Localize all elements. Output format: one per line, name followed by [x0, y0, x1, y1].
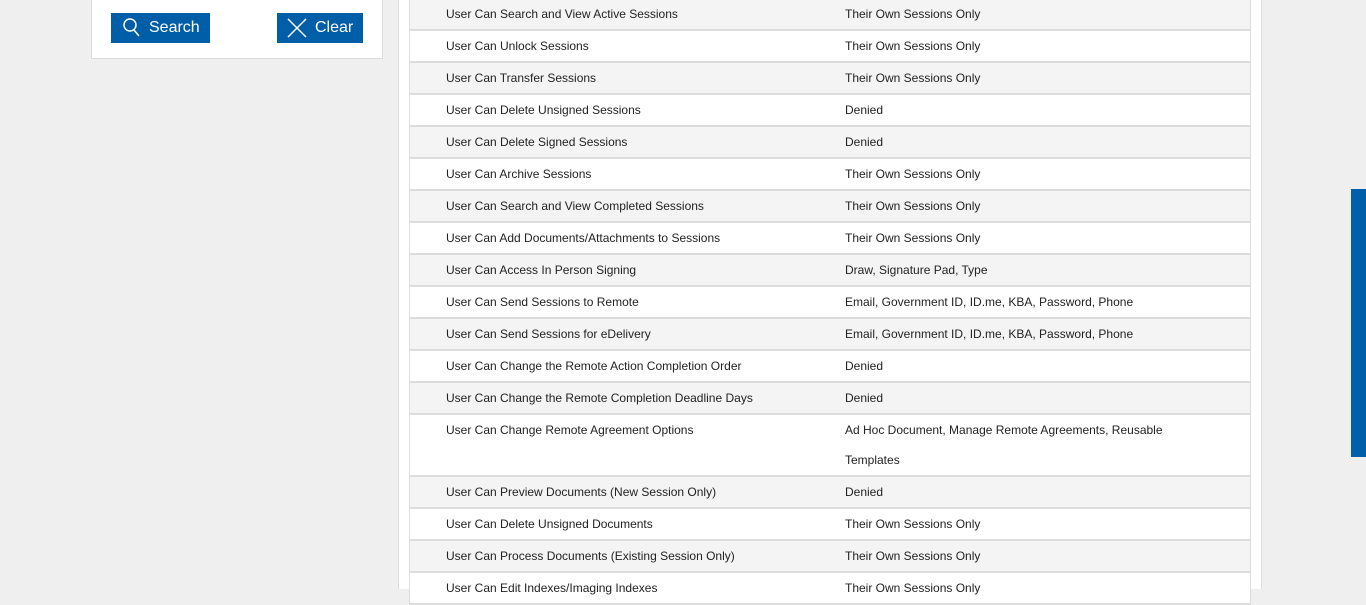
table-row: User Can Send Sessions for eDelivery Emai… — [410, 319, 1250, 351]
permission-name: User Can Delete Signed Sessions — [446, 135, 628, 149]
permission-value: Ad Hoc Document, Manage Remote Agreement… — [845, 423, 1163, 467]
permission-value: Their Own Sessions Only — [845, 231, 981, 245]
permission-name: User Can Change the Remote Action Comple… — [446, 359, 742, 373]
permission-value: Their Own Sessions Only — [845, 167, 981, 181]
scrollbar-thumb[interactable] — [1351, 189, 1366, 457]
close-icon — [287, 18, 307, 38]
permission-name: User Can Search and View Active Sessions — [446, 7, 678, 21]
table-row: User Can Send Sessions to Remote Email, G… — [410, 287, 1250, 319]
table-row: User Can Delete Unsigned Documents Their … — [410, 509, 1250, 541]
table-row: User Can Change the Remote Completion De… — [410, 383, 1250, 415]
clear-button[interactable]: Clear — [277, 13, 363, 43]
table-row: User Can Process Documents (Existing Ses… — [410, 541, 1250, 573]
permission-name: User Can Edit Indexes/Imaging Indexes — [446, 581, 658, 595]
table-row: User Can Archive Sessions Their Own Sessi… — [410, 159, 1250, 191]
table-row: User Can Preview Documents (New Session … — [410, 477, 1250, 509]
table-row: User Can Delete Signed Sessions Denied — [410, 127, 1250, 159]
table-row: User Can Unlock Sessions Their Own Sessio… — [410, 31, 1250, 63]
permission-value: Their Own Sessions Only — [845, 71, 981, 85]
permission-value: Denied — [845, 135, 884, 149]
permission-name: User Can Search and View Completed Sessi… — [446, 199, 704, 213]
table-row: User Can Search and View Completed Sessi… — [410, 191, 1250, 223]
permission-value: Their Own Sessions Only — [845, 39, 981, 53]
permission-name: User Can Change Remote Agreement Options — [446, 423, 694, 437]
permission-value: Their Own Sessions Only — [845, 549, 981, 563]
permission-value: Denied — [845, 359, 884, 373]
table-row: User Can Delete Unsigned Sessions Denied — [410, 95, 1250, 127]
search-button[interactable]: Search — [111, 13, 210, 43]
filter-panel: Search Clear — [91, 0, 383, 59]
permission-name: User Can Process Documents (Existing Ses… — [446, 549, 735, 563]
permission-name: User Can Add Documents/Attachments to Se… — [446, 231, 721, 245]
permission-value: Denied — [845, 103, 884, 117]
main-content: User Can Search and View Active Sessions… — [398, 0, 1262, 605]
permission-name: User Can Preview Documents (New Session … — [446, 485, 717, 499]
permission-name: User Can Unlock Sessions — [446, 39, 589, 53]
table-row: User Can Transfer Sessions Their Own Sess… — [410, 63, 1250, 95]
permission-value: Their Own Sessions Only — [845, 199, 981, 213]
permission-name: User Can Delete Unsigned Sessions — [446, 103, 641, 117]
permission-value: Draw, Signature Pad, Type — [845, 263, 988, 277]
permission-name: User Can Archive Sessions — [446, 167, 592, 181]
permission-value: Their Own Sessions Only — [845, 581, 981, 595]
permission-value: Email, Government ID, ID.me, KBA, Passwo… — [845, 295, 1134, 309]
search-label: Search — [149, 19, 200, 36]
permission-name: User Can Delete Unsigned Documents — [446, 517, 653, 531]
permission-name: User Can Access In Person Signing — [446, 263, 637, 277]
table-row: User Can Search and View Active Sessions… — [410, 0, 1250, 31]
permission-name: User Can Send Sessions to Remote — [446, 295, 639, 309]
search-icon — [123, 18, 140, 37]
permissions-table: User Can Search and View Active Sessions… — [409, 0, 1251, 605]
table-row: User Can Edit Indexes/Imaging Indexes The… — [410, 573, 1250, 605]
permission-value: Denied — [845, 485, 884, 499]
clear-label: Clear — [315, 19, 354, 36]
permission-name: User Can Send Sessions for eDelivery — [446, 327, 651, 341]
permission-name: User Can Transfer Sessions — [446, 71, 597, 85]
table-row: User Can Change the Remote Action Comple… — [410, 351, 1250, 383]
permission-value: Denied — [845, 391, 884, 405]
table-row: User Can Access In Person Signing Draw, S… — [410, 255, 1250, 287]
permission-value: Their Own Sessions Only — [845, 7, 981, 21]
table-row: User Can Add Documents/Attachments to Se… — [410, 223, 1250, 255]
permission-value: Email, Government ID, ID.me, KBA, Passwo… — [845, 327, 1134, 341]
table-row: User Can Change Remote Agreement Options… — [410, 415, 1250, 477]
permission-name: User Can Change the Remote Completion De… — [446, 391, 753, 405]
permission-value: Their Own Sessions Only — [845, 517, 981, 531]
